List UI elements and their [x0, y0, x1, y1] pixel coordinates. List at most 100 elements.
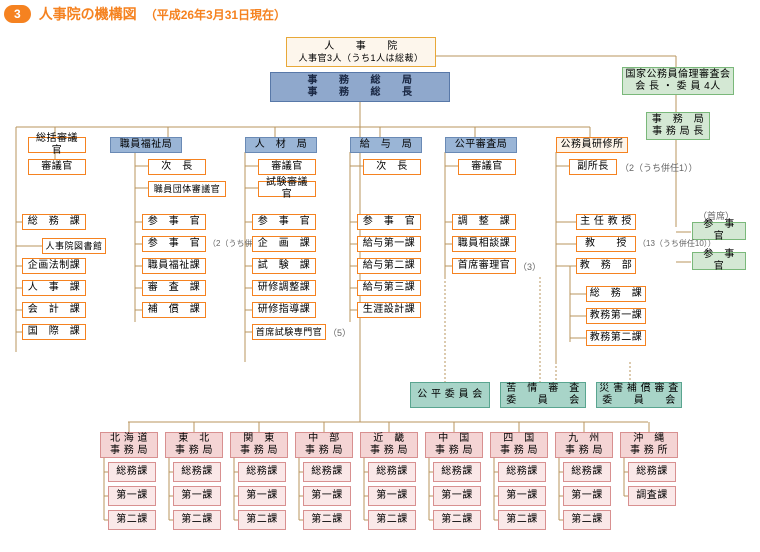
node-region-2-sec-0: 総務課: [238, 462, 286, 482]
node-region-2: 関 東事 務 局: [230, 432, 288, 458]
node-hr-s2: 企 画 課: [252, 236, 316, 252]
node-ethics-board: 国家公務員倫理審査会 会 長 ・ 委 員 4人: [622, 67, 734, 95]
node-pay-vice: 次 長: [363, 159, 421, 175]
node-welfare-s3: 職員福祉課: [142, 258, 206, 274]
node-region-1: 東 北事 務 局: [165, 432, 223, 458]
node-training-inst: 公務員研修所: [556, 137, 628, 153]
fair-s3-note: （3）: [518, 260, 541, 273]
node-region-6-sec-1: 第一課: [498, 486, 546, 506]
node-fair-councilor: 審議官: [458, 159, 516, 175]
region-name-l2: 事 務 局: [305, 445, 343, 457]
node-region-8-sec-0: 総務課: [628, 462, 676, 482]
node-ethics-office: 事 務 局 事 務 局 長: [646, 112, 710, 140]
node-train-s3: 教 務 部: [576, 258, 636, 274]
node-region-3-sec-1: 第一課: [303, 486, 351, 506]
region-name-l1: 東 北: [178, 433, 210, 445]
node-train-s4: 総 務 課: [586, 286, 646, 302]
node-region-5-sec-2: 第二課: [433, 510, 481, 530]
node-committee-3: 災 害 補 償 審 査 委 員 会: [596, 382, 682, 408]
node-region-8: 沖 縄事 務 所: [620, 432, 678, 458]
node-train-s1: 主 任 教 授: [576, 214, 636, 230]
node-councilor: 審議官: [28, 159, 86, 175]
node-region-7-sec-0: 総務課: [563, 462, 611, 482]
org-name: 人 事 院: [324, 41, 398, 53]
hr-s6-note: （5）: [328, 326, 351, 339]
node-region-8-sec-1: 調査課: [628, 486, 676, 506]
region-name-l2: 事 務 局: [435, 445, 473, 457]
node-admin-s5: 会 計 課: [22, 302, 86, 318]
region-name-l1: 近 畿: [373, 433, 405, 445]
node-region-0-sec-1: 第一課: [108, 486, 156, 506]
node-train-s6: 教務第二課: [586, 330, 646, 346]
node-review-general: 総括審議官: [28, 137, 86, 153]
committee3-l2: 委 員 会: [602, 395, 676, 407]
node-region-0: 北 海 道事 務 局: [100, 432, 158, 458]
region-name-l1: 北 海 道: [110, 433, 148, 445]
node-region-1-sec-0: 総務課: [173, 462, 221, 482]
node-region-3-sec-0: 総務課: [303, 462, 351, 482]
org-chart-canvas: 人 事 院 人事官3人（うち1人は総裁） 事 務 総 局 事 務 総 長 国家公…: [0, 32, 760, 552]
region-name-l1: 関 東: [243, 433, 275, 445]
chart-title-row: 3 人事院の機構図 （平成26年3月31日現在）: [0, 0, 760, 32]
node-jinjin: 人 事 院 人事官3人（うち1人は総裁）: [286, 37, 436, 67]
node-welfare-org: 職員団体審議官: [148, 181, 226, 197]
node-hr-s4: 研修調整課: [252, 280, 316, 296]
node-fair-s1: 調 整 課: [452, 214, 516, 230]
node-hr-s1: 参 事 官: [252, 214, 316, 230]
node-region-3: 中 部事 務 局: [295, 432, 353, 458]
node-region-5-sec-1: 第一課: [433, 486, 481, 506]
region-name-l2: 事 務 局: [240, 445, 278, 457]
node-admin-s1: 総 務 課: [22, 214, 86, 230]
node-admin-s2: 人事院図書館: [42, 238, 106, 254]
node-train-s5: 教務第一課: [586, 308, 646, 324]
node-welfare-bureau: 職員福祉局: [110, 137, 182, 153]
node-hr-s6: 首席試験専門官: [252, 324, 326, 340]
node-ethics-advisor2: 参 事 官: [692, 252, 746, 270]
node-region-2-sec-1: 第一課: [238, 486, 286, 506]
node-admin-s6: 国 際 課: [22, 324, 86, 340]
chart-date: （平成26年3月31日現在）: [145, 6, 286, 23]
node-region-4-sec-1: 第一課: [368, 486, 416, 506]
region-name-l1: 沖 縄: [633, 433, 665, 445]
region-name-l1: 四 国: [503, 433, 535, 445]
node-region-7: 九 州事 務 局: [555, 432, 613, 458]
ethics-head: 事 務 局 長: [652, 126, 704, 138]
node-region-5: 中 国事 務 局: [425, 432, 483, 458]
node-pay-s2: 給与第一課: [357, 236, 421, 252]
node-welfare-vice: 次 長: [148, 159, 206, 175]
node-committee-1: 公 平 委 員 会: [410, 382, 490, 408]
node-pay-s1: 参 事 官: [357, 214, 421, 230]
node-region-7-sec-1: 第一課: [563, 486, 611, 506]
committee2-l2: 委 員 会: [506, 395, 580, 407]
node-region-3-sec-2: 第二課: [303, 510, 351, 530]
node-region-2-sec-2: 第二課: [238, 510, 286, 530]
node-welfare-s4: 審 査 課: [142, 280, 206, 296]
region-name-l1: 九 州: [568, 433, 600, 445]
region-name-l2: 事 務 局: [110, 445, 148, 457]
commissioners-text: 人事官3人（うち1人は総裁）: [298, 53, 423, 64]
ethics-office: 事 務 局: [652, 114, 705, 126]
node-hr-councilor: 審議官: [258, 159, 316, 175]
node-welfare-s5: 補 償 課: [142, 302, 206, 318]
node-pay-s5: 生涯設計課: [357, 302, 421, 318]
node-hr-s3: 試 験 課: [252, 258, 316, 274]
ethics-members: 会 長 ・ 委 員 4人: [635, 81, 720, 93]
node-welfare-s2: 参 事 官: [142, 236, 206, 252]
train-s2-note: （13（うち併任10））: [638, 238, 716, 249]
committee2-l1: 苦 情 審 査: [506, 383, 580, 395]
node-admin-s3: 企画法制課: [22, 258, 86, 274]
chief-name: 事 務 総 長: [308, 87, 413, 99]
bureau-name: 事 務 総 局: [308, 75, 413, 87]
region-name-l2: 事 務 局: [565, 445, 603, 457]
node-secretariat: 事 務 総 局 事 務 総 長: [270, 72, 450, 102]
node-region-1-sec-1: 第一課: [173, 486, 221, 506]
section-badge: 3: [4, 5, 31, 23]
region-name-l2: 事 務 局: [370, 445, 408, 457]
region-name-l2: 事 務 所: [630, 445, 668, 457]
node-pay-bureau: 給 与 局: [350, 137, 422, 153]
node-region-4-sec-2: 第二課: [368, 510, 416, 530]
node-pay-s4: 給与第三課: [357, 280, 421, 296]
node-committee-2: 苦 情 審 査 委 員 会: [500, 382, 586, 408]
committee3-l1: 災 害 補 償 審 査: [599, 383, 678, 395]
node-region-6: 四 国事 務 局: [490, 432, 548, 458]
